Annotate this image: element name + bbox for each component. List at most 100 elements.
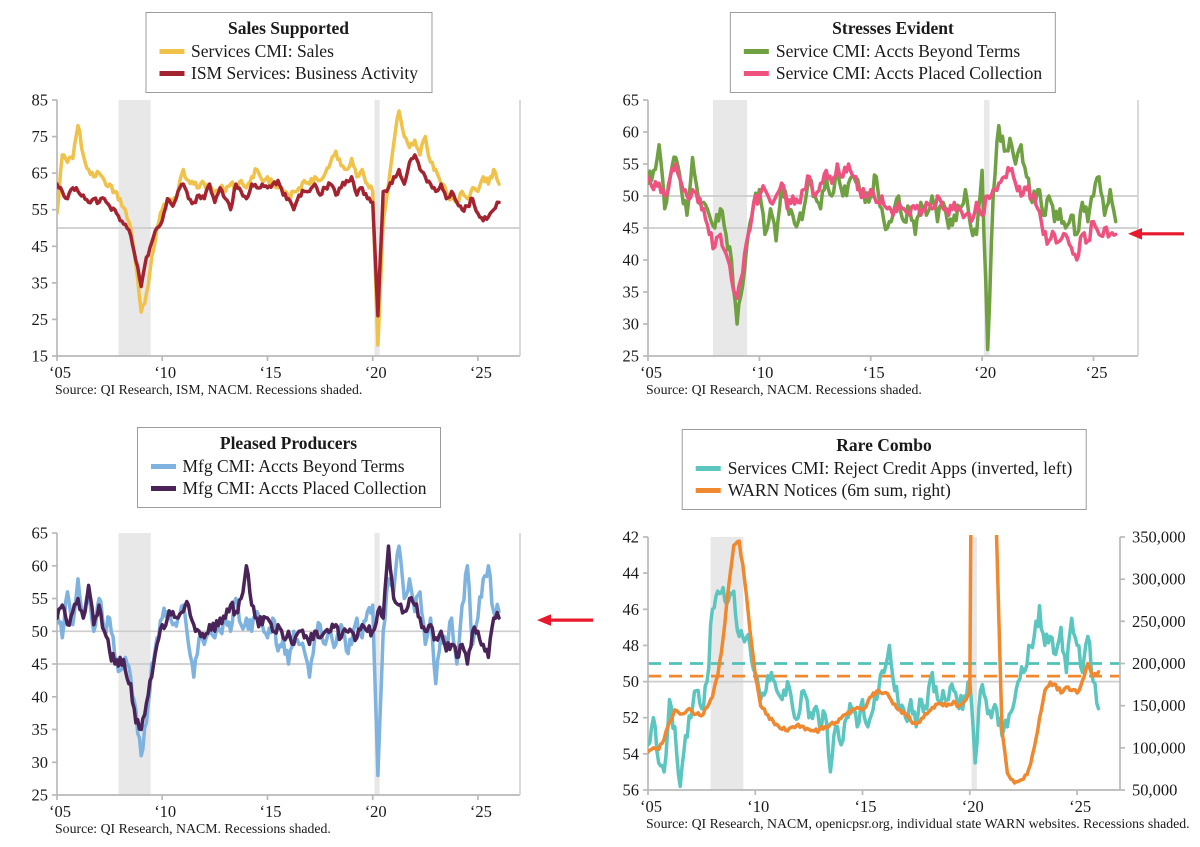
stresses-evident-canvas: 25 30 35 40 45 50 55 60 65 ‘05 ‘10 ‘15 ‘20 ‘25 — [623, 91, 1184, 382]
y-right-tick-label: 100,000 — [1132, 738, 1186, 757]
x-tick-label: ‘15 — [260, 363, 282, 382]
y-tick-label: 25 — [32, 786, 49, 805]
sales-supported-canvas: 15 25 35 45 55 65 75 85 ‘05 ‘10 ‘15 ‘20 ‘25 — [32, 91, 521, 382]
legend-label: Service CMI: Accts Beyond Terms — [775, 41, 1021, 61]
legend-label: Services CMI: Sales — [190, 41, 334, 61]
legend-swatch-darkred — [158, 70, 184, 76]
y-right-tick-label: 300,000 — [1132, 570, 1186, 589]
y-tick-label: 45 — [32, 655, 49, 674]
x-tick-label: ‘15 — [855, 797, 877, 816]
series-line-1 — [57, 544, 501, 732]
legend-swatch-blue — [150, 463, 176, 469]
series-line-0 — [648, 123, 1118, 352]
annotation-arrow-head — [1128, 228, 1142, 240]
x-tick-label: ‘20 — [962, 797, 984, 816]
y-tick-label: 50 — [32, 622, 49, 641]
series-line-0 — [648, 585, 1101, 789]
y-right-tick-label: 150,000 — [1132, 696, 1186, 715]
y-tick-label: 50 — [623, 187, 640, 206]
y-tick-label: 48 — [623, 636, 640, 655]
x-tick-label: ‘15 — [863, 363, 885, 382]
y-tick-label: 40 — [623, 251, 640, 270]
y-tick-label: 60 — [623, 123, 640, 142]
legend-box-rare-combo: Rare Combo Services CMI: Reject Credit A… — [681, 429, 1087, 510]
y-tick-label: 45 — [32, 237, 49, 256]
y-right-tick-label: 50,000 — [1132, 781, 1177, 800]
legend-swatch-green — [743, 48, 769, 54]
y-right-tick-label: 350,000 — [1132, 528, 1186, 547]
y-tick-label: 46 — [623, 600, 640, 619]
legend-box-stresses: Stresses Evident Service CMI: Accts Beyo… — [729, 12, 1057, 93]
x-tick-label: ‘25 — [470, 363, 492, 382]
y-tick-label: 25 — [32, 310, 49, 329]
legend-swatch-pink — [743, 70, 769, 76]
legend-item: Service CMI: Accts Beyond Terms — [743, 40, 1042, 62]
legend-label: Service CMI: Accts Placed Collection — [775, 63, 1043, 83]
legend-item: ISM Services: Business Activity — [158, 62, 419, 84]
legend-item: Mfg CMI: Accts Placed Collection — [150, 477, 427, 499]
y-tick-label: 55 — [32, 200, 49, 219]
y-tick-label: 42 — [623, 528, 640, 547]
y-tick-label: 15 — [32, 347, 49, 366]
y-tick-label: 55 — [32, 589, 49, 608]
x-tick-label: ‘20 — [365, 363, 387, 382]
x-tick-label: ‘05 — [640, 363, 662, 382]
pleased-producers-canvas: 25 30 35 40 45 50 55 60 65 ‘05 ‘10 ‘15 ‘20 ‘25 — [32, 524, 593, 821]
y-tick-label: 65 — [32, 164, 49, 183]
y-tick-label: 56 — [623, 781, 640, 800]
source-note: Source: QI Research, ISM, NACM. Recessio… — [55, 382, 363, 397]
legend-item: Service CMI: Accts Placed Collection — [743, 62, 1043, 84]
chart-title: Rare Combo — [836, 435, 932, 455]
legend-item: Services CMI: Reject Credit Apps (invert… — [695, 457, 1073, 479]
x-tick-label: ‘20 — [974, 363, 996, 382]
legend-swatch-yellow — [158, 48, 184, 54]
y-tick-label: 40 — [32, 687, 49, 706]
x-tick-label: ‘15 — [260, 802, 282, 821]
legend-label: Mfg CMI: Accts Placed Collection — [182, 478, 427, 498]
y-right-tick-label: 200,000 — [1132, 654, 1186, 673]
y-tick-label: 85 — [32, 91, 49, 110]
legend-box-producers: Pleased Producers Mfg CMI: Accts Beyond … — [136, 427, 441, 508]
legend-label: WARN Notices (6m sum, right) — [727, 480, 951, 500]
y-tick-label: 25 — [623, 347, 640, 366]
x-tick-label: ‘05 — [49, 802, 71, 821]
legend-box-sales: Sales Supported Services CMI: Sales ISM … — [144, 12, 433, 93]
y-right-tick-label: 250,000 — [1132, 612, 1186, 631]
y-tick-label: 35 — [32, 273, 49, 292]
series-line-0 — [57, 544, 501, 778]
source-note: Source: QI Research, NACM. Recessions sh… — [646, 382, 922, 397]
legend-item: Services CMI: Sales — [158, 40, 418, 62]
x-tick-label: ‘10 — [154, 363, 176, 382]
y-tick-label: 45 — [623, 219, 640, 238]
source-note: Source: QI Research, NACM. Recessions sh… — [55, 821, 331, 836]
rare-combo-canvas: 42 44 46 48 50 52 54 56‘05 ‘10 ‘15 ‘20 ‘25 50,000 100… — [623, 528, 1186, 817]
y-tick-label: 54 — [623, 744, 640, 763]
legend-swatch-orange — [695, 487, 721, 493]
chart-title: Pleased Producers — [219, 433, 358, 453]
y-tick-label: 60 — [32, 556, 49, 575]
y-tick-label: 35 — [32, 720, 49, 739]
legend-label: ISM Services: Business Activity — [190, 63, 419, 83]
source-note: Source: QI Research, NACM, openicpsr.org… — [646, 816, 1190, 831]
legend-label: Services CMI: Reject Credit Apps (invert… — [727, 458, 1073, 478]
y-tick-label: 65 — [623, 91, 640, 110]
series-line-1 — [57, 153, 501, 318]
y-tick-label: 75 — [32, 127, 49, 146]
legend-item: WARN Notices (6m sum, right) — [695, 479, 1073, 501]
x-tick-label: ‘25 — [1069, 797, 1091, 816]
legend-label: Mfg CMI: Accts Beyond Terms — [182, 456, 405, 476]
series-line-0 — [57, 109, 501, 347]
series-line-1 — [648, 162, 1118, 301]
y-tick-label: 30 — [623, 315, 640, 334]
x-tick-label: ‘10 — [154, 802, 176, 821]
chart-title: Stresses Evident — [832, 18, 954, 38]
y-tick-label: 35 — [623, 283, 640, 302]
x-tick-label: ‘10 — [751, 363, 773, 382]
x-tick-label: ‘25 — [470, 802, 492, 821]
x-tick-label: ‘20 — [365, 802, 387, 821]
legend-item: Mfg CMI: Accts Beyond Terms — [150, 455, 427, 477]
chart-stresses-evident: Stresses Evident Service CMI: Accts Beyo… — [600, 0, 1200, 423]
y-tick-label: 65 — [32, 524, 49, 543]
